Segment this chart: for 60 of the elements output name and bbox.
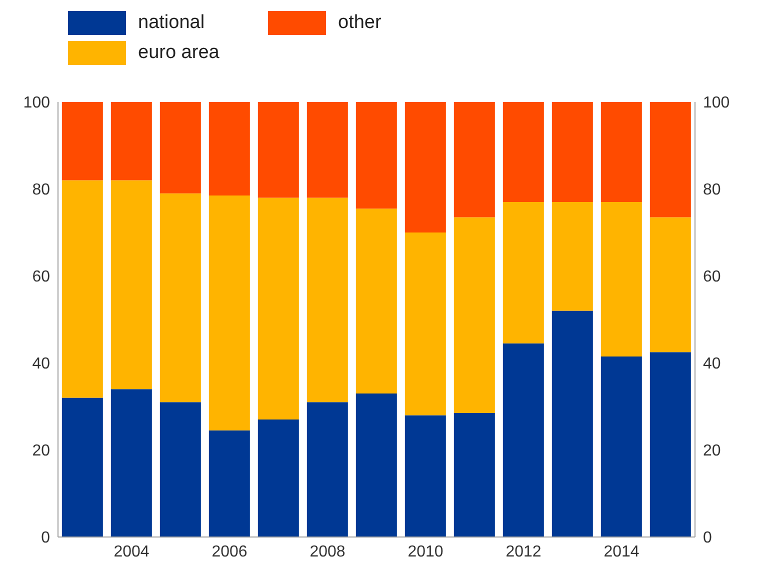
bar: [208, 430, 250, 537]
y-tick-label: 100: [23, 94, 50, 112]
bar: [306, 402, 348, 537]
bar: [356, 208, 397, 394]
y2-tick-label: 20: [703, 442, 721, 460]
bar: [502, 343, 544, 537]
bar: [454, 413, 495, 537]
bar: [62, 180, 103, 398]
bar: [356, 393, 397, 537]
bar: [502, 102, 544, 202]
x-tick-label: 2010: [408, 543, 444, 560]
x-tick-label: 2004: [114, 543, 150, 560]
legend-label: other: [338, 12, 382, 34]
bar: [62, 398, 103, 537]
bar: [454, 217, 495, 414]
y-tick-label: 80: [32, 182, 50, 199]
y2-tick-label: 80: [703, 182, 721, 199]
bar: [110, 389, 152, 537]
y-tick-label: 0: [41, 530, 50, 547]
bar: [62, 102, 103, 180]
y2-tick-label: 0: [703, 530, 712, 547]
y-tick-label: 20: [32, 442, 50, 460]
bar: [258, 102, 299, 198]
bar: [258, 420, 299, 537]
bar: [650, 217, 691, 352]
bar: [600, 102, 642, 202]
bar: [110, 180, 152, 390]
y2-tick-label: 60: [703, 268, 721, 286]
y2-tick-label: 40: [703, 356, 721, 373]
bar: [454, 102, 495, 218]
x-tick-label: 2012: [506, 543, 542, 560]
bar: [404, 415, 446, 537]
bar: [404, 232, 446, 416]
bar: [306, 198, 348, 402]
bar: [208, 196, 250, 430]
bar: [160, 193, 201, 402]
bar: [552, 202, 593, 311]
bar: [306, 102, 348, 198]
bar: [600, 356, 642, 537]
bar: [650, 102, 691, 218]
legend-label: euro area: [138, 42, 220, 64]
x-tick-label: 2008: [310, 543, 346, 560]
bar: [356, 102, 397, 209]
x-tick-label: 2006: [212, 543, 248, 560]
bar: [650, 352, 691, 537]
bar: [600, 202, 642, 356]
bar: [404, 102, 446, 232]
x-tick-label: 2014: [604, 543, 640, 560]
bar: [258, 198, 299, 420]
y2-tick-label: 100: [703, 94, 730, 112]
bar: [160, 402, 201, 537]
legend-label: national: [138, 12, 205, 34]
bar: [502, 202, 544, 344]
bar: [552, 102, 593, 202]
y-tick-label: 60: [32, 268, 50, 286]
y-tick-label: 40: [32, 356, 50, 373]
bar: [160, 102, 201, 194]
bar: [208, 102, 250, 196]
bar: [110, 102, 152, 180]
bar: [552, 310, 593, 537]
